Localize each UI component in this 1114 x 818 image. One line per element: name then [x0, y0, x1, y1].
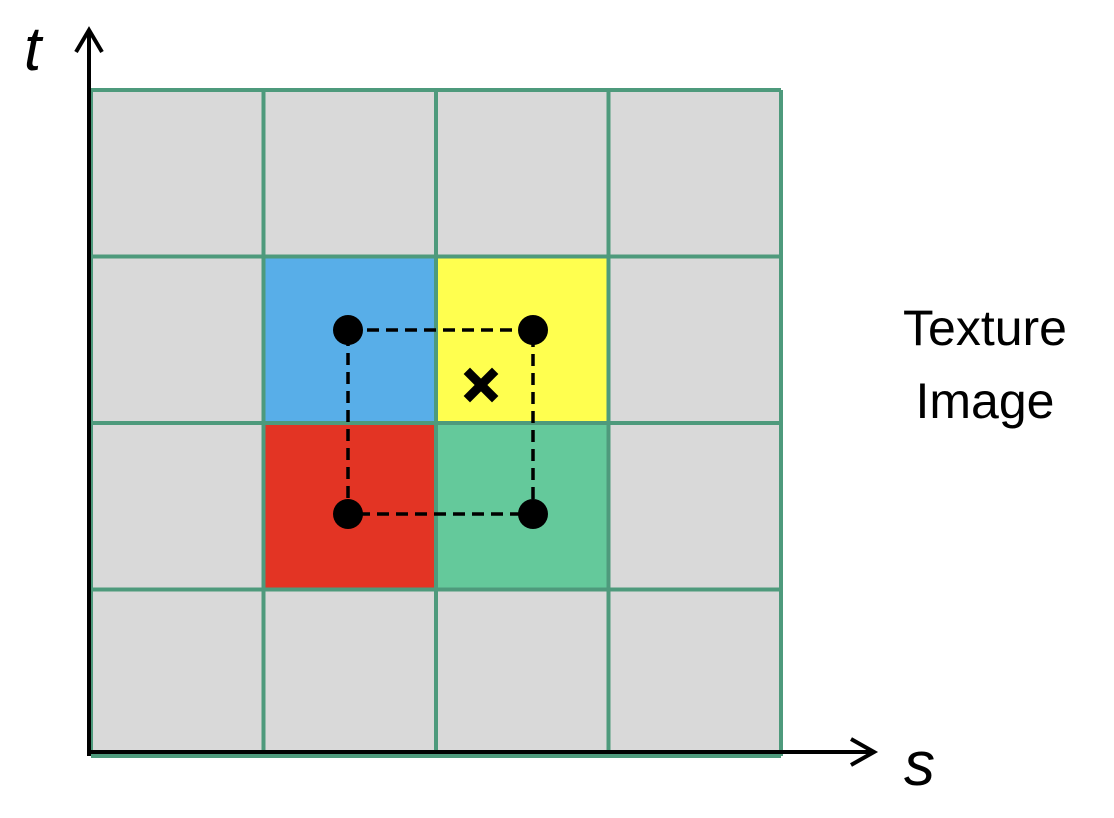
- texel-r0-c1: [263, 90, 436, 257]
- texel-r1-c0: [91, 256, 264, 423]
- texel-r1-c3: [608, 256, 781, 423]
- interpolation-box: [346, 328, 535, 516]
- s-axis-arrow-icon: [850, 737, 879, 767]
- t-axis: [74, 26, 104, 756]
- x-mark-icon: [463, 367, 499, 403]
- caption-line-1: Texture: [903, 300, 1067, 356]
- texel-r2-c0: [91, 423, 264, 590]
- texel-r0-c2: [436, 90, 609, 257]
- texel-r0-c3: [608, 90, 781, 257]
- texel-grid: [91, 90, 781, 756]
- t-axis-arrow-icon: [74, 26, 104, 54]
- t-axis-label: t: [24, 15, 44, 84]
- texel-r0-c0: [91, 90, 264, 257]
- texel-r3-c3: [608, 589, 781, 756]
- texel-r3-c2: [436, 589, 609, 756]
- texel-r3-c1: [263, 589, 436, 756]
- sample-point-top-left: [333, 315, 363, 345]
- texel-r2-c3: [608, 423, 781, 590]
- sample-point-top-right: [518, 315, 548, 345]
- caption-line-2: Image: [916, 373, 1055, 429]
- texel-r3-c0: [91, 589, 264, 756]
- s-axis-label: s: [904, 730, 935, 799]
- sample-point-bottom-left: [333, 499, 363, 529]
- sample-point-bottom-right: [518, 499, 548, 529]
- s-axis: [87, 737, 879, 767]
